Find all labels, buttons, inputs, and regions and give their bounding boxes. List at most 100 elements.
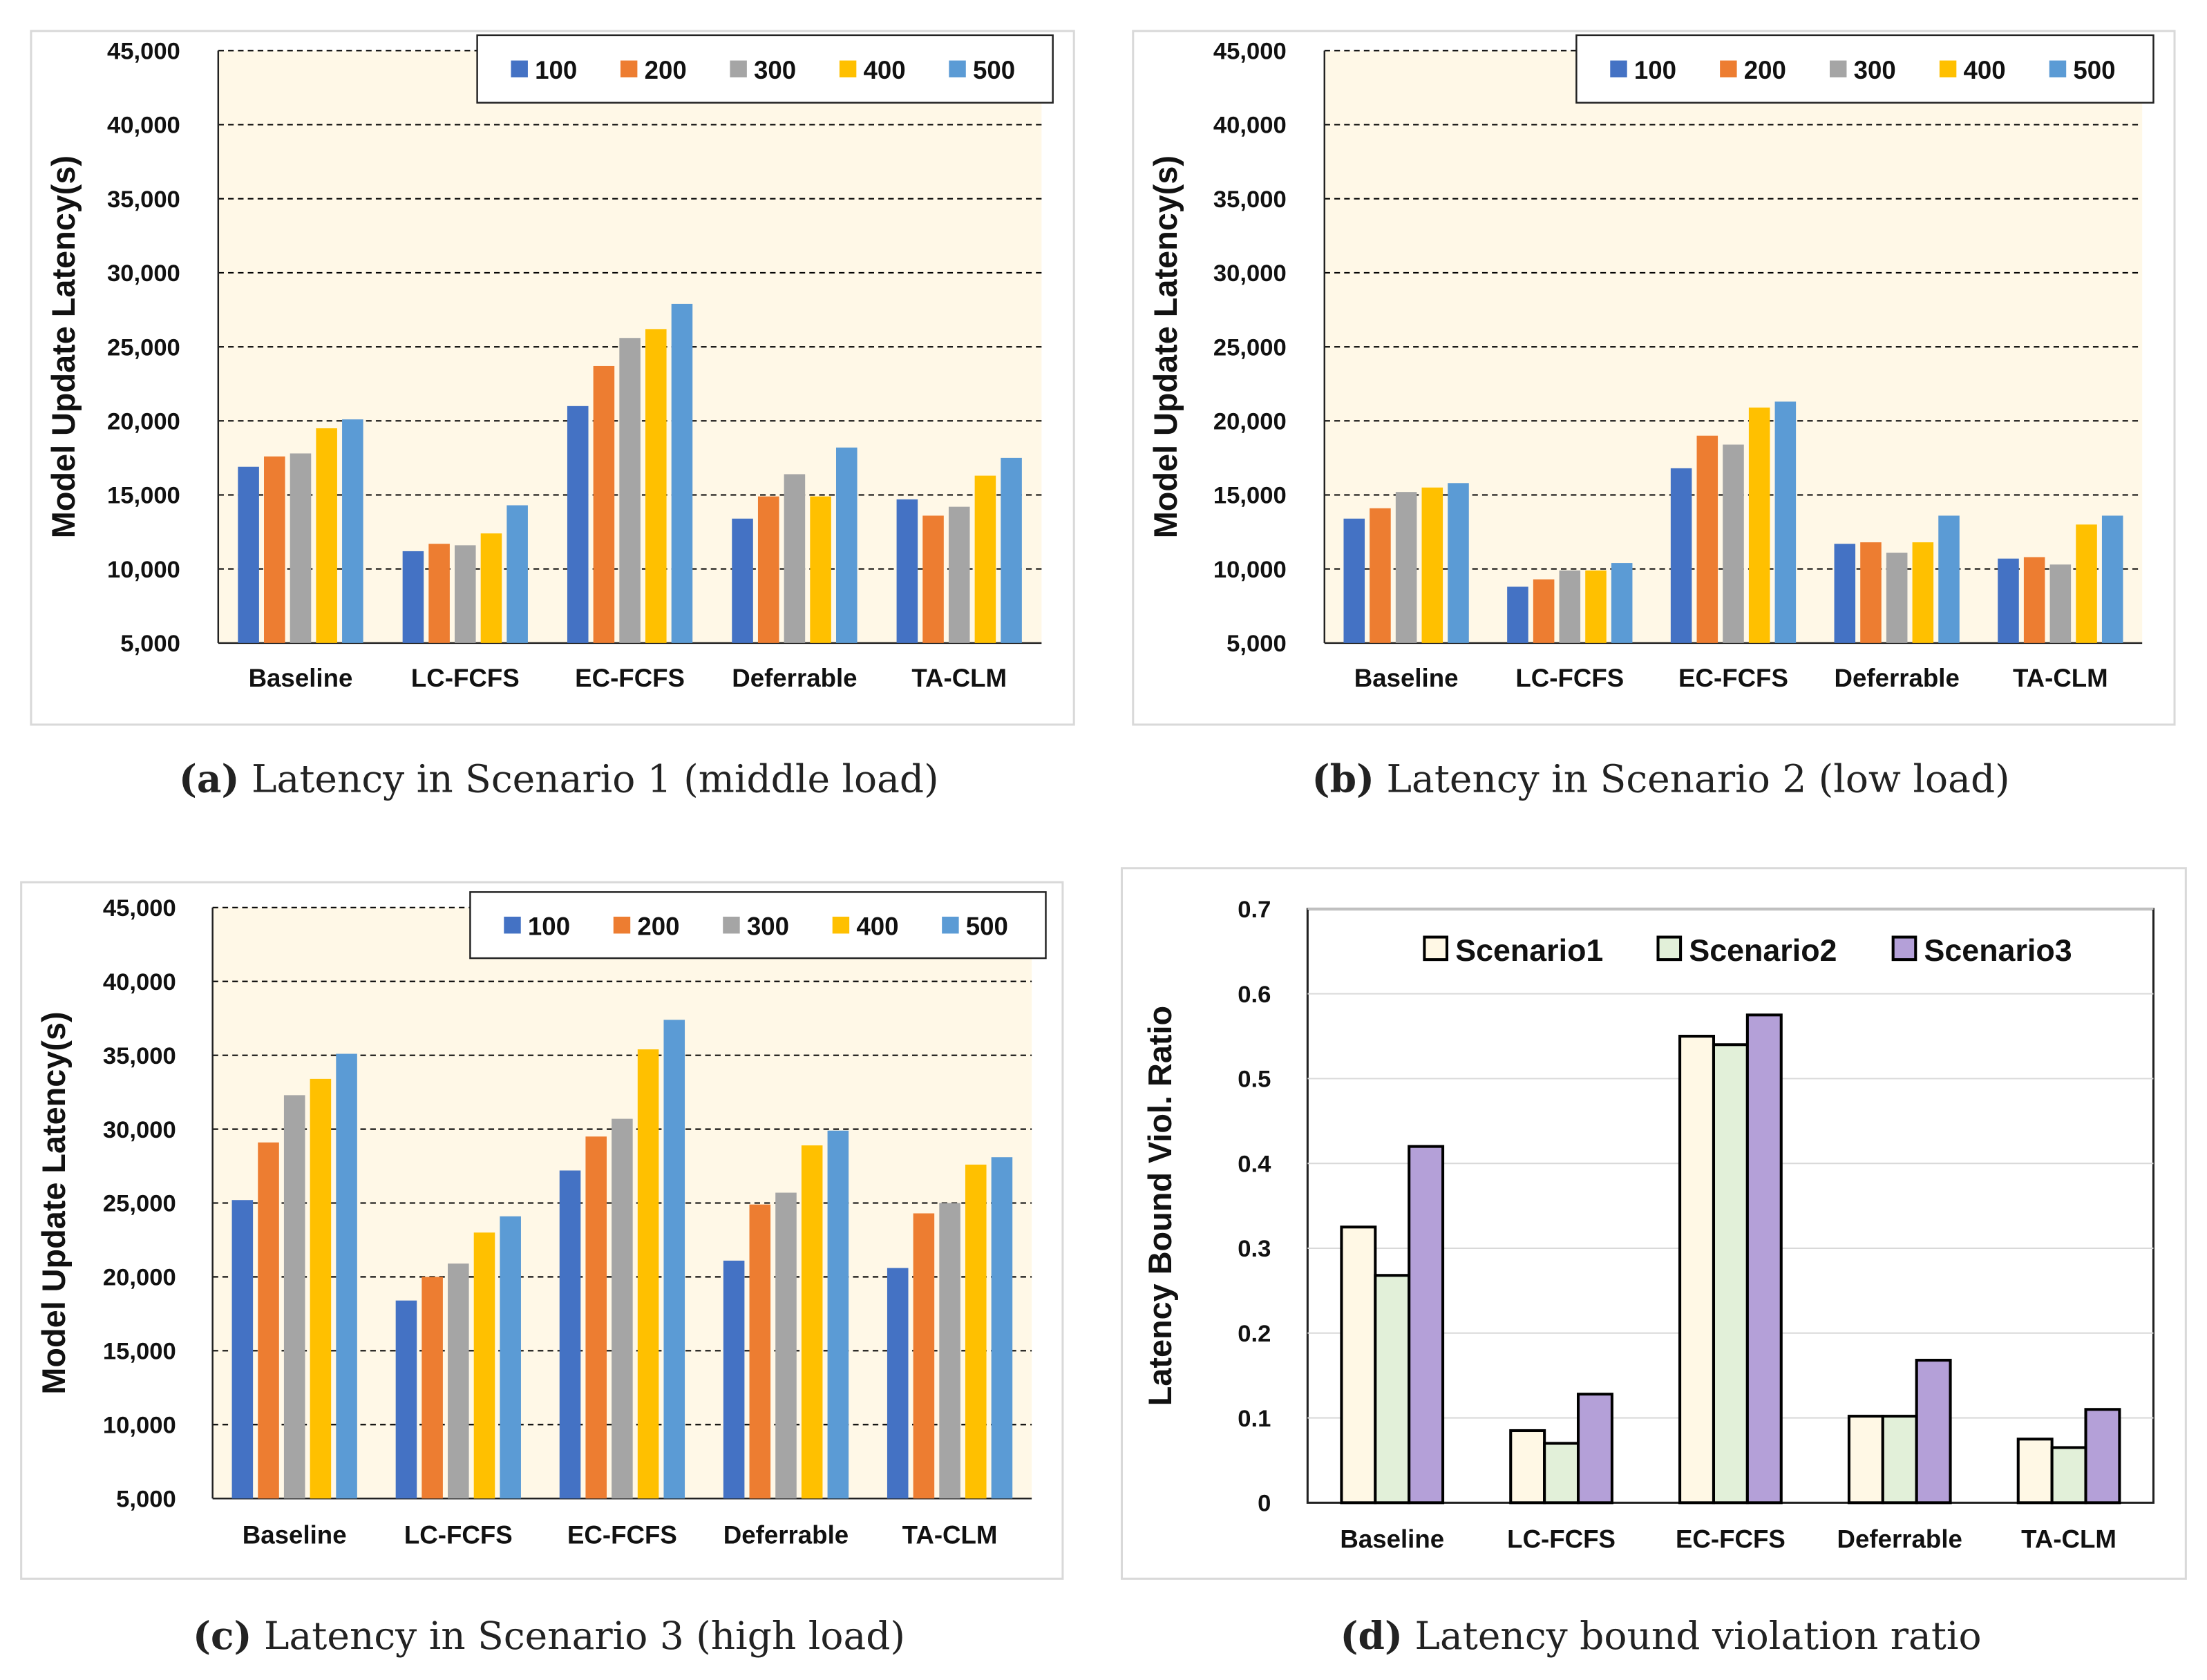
bar-lc-fcfs-500 bbox=[1611, 563, 1633, 643]
caption-space bbox=[252, 1614, 264, 1658]
bar-ta-clm-200 bbox=[2023, 557, 2045, 643]
y-tick-label: 20,000 bbox=[103, 1265, 176, 1291]
bar-baseline-scenario2 bbox=[1374, 1274, 1411, 1505]
legend-label: 200 bbox=[1744, 56, 1786, 84]
caption-space bbox=[1374, 757, 1386, 801]
chart-panel-b: 5,000 10,000 15,000 20,000 25,000 30,000 35,00… bbox=[1132, 30, 2176, 801]
y-axis-title: Model Update Latency(s) bbox=[46, 155, 82, 538]
bar-ec-fcfs-300 bbox=[619, 338, 641, 643]
caption-space bbox=[240, 757, 252, 801]
legend-swatch bbox=[1720, 60, 1737, 78]
x-tick-label: Baseline bbox=[1354, 664, 1459, 692]
bar-ta-clm-300 bbox=[939, 1203, 960, 1499]
legend-swatch bbox=[1830, 60, 1847, 78]
chart-caption: (c) Latency in Scenario 3 (high load) bbox=[193, 1613, 905, 1658]
bar-lc-fcfs-500 bbox=[506, 505, 528, 643]
bar-lc-fcfs-200 bbox=[428, 544, 450, 643]
x-tick-label: Baseline bbox=[243, 1520, 347, 1549]
x-tick-label: LC-FCFS bbox=[1515, 664, 1624, 692]
legend-label: 200 bbox=[645, 56, 687, 84]
bar-deferrable-100 bbox=[723, 1260, 745, 1499]
bar-baseline-300 bbox=[1395, 492, 1417, 643]
x-tick-label: TA-CLM bbox=[2013, 664, 2108, 692]
bar-deferrable-200 bbox=[757, 496, 779, 643]
bar-ec-fcfs-100 bbox=[1670, 468, 1692, 643]
bar-lc-fcfs-100 bbox=[395, 1300, 417, 1499]
bar-ec-fcfs-500 bbox=[1774, 401, 1797, 643]
bar-deferrable-300 bbox=[1886, 553, 1908, 643]
y-tick-label: 5,000 bbox=[1226, 631, 1287, 657]
legend-label: 300 bbox=[747, 912, 789, 940]
y-tick-label: 5,000 bbox=[120, 631, 180, 657]
legend-swatch bbox=[949, 60, 966, 78]
bar-lc-fcfs-200 bbox=[1533, 579, 1555, 643]
bar-baseline-100 bbox=[238, 466, 259, 643]
x-tick-label: Baseline bbox=[249, 664, 353, 692]
chart-caption: (a) Latency in Scenario 1 (middle load) bbox=[179, 756, 939, 801]
y-tick-label: 25,000 bbox=[107, 334, 180, 361]
legend-label: Scenario3 bbox=[1924, 933, 2072, 968]
chart-caption: (d) Latency bound violation ratio bbox=[1341, 1613, 1982, 1658]
x-tick-label: EC-FCFS bbox=[575, 664, 685, 692]
bar-ec-fcfs-300 bbox=[612, 1118, 633, 1499]
bar-ec-fcfs-200 bbox=[593, 365, 615, 643]
x-tick-label: LC-FCFS bbox=[411, 664, 520, 692]
chart-panel-a: 5,000 10,000 15,000 20,000 25,000 30,000 35,00… bbox=[30, 30, 1075, 801]
bar-ec-fcfs-200 bbox=[585, 1136, 607, 1499]
bar-ta-clm-scenario3 bbox=[2084, 1408, 2121, 1505]
x-tick-label: EC-FCFS bbox=[1678, 664, 1788, 692]
legend-label: 100 bbox=[1634, 56, 1676, 84]
bar-ec-fcfs-500 bbox=[663, 1020, 685, 1499]
x-tick-label: LC-FCFS bbox=[404, 1520, 513, 1549]
y-tick-label: 15,000 bbox=[1213, 483, 1287, 509]
bar-ec-fcfs-400 bbox=[1748, 407, 1770, 643]
legend-swatch bbox=[1891, 935, 1917, 962]
y-tick-label: 0.1 bbox=[1238, 1406, 1271, 1432]
bar-lc-fcfs-200 bbox=[421, 1277, 443, 1499]
legend-swatch bbox=[942, 917, 959, 934]
bar-baseline-300 bbox=[290, 453, 312, 643]
bar-baseline-100 bbox=[231, 1200, 254, 1499]
legend-swatch bbox=[620, 60, 638, 78]
bar-deferrable-100 bbox=[732, 518, 753, 643]
y-tick-label: 40,000 bbox=[1213, 113, 1287, 139]
bar-baseline-scenario1 bbox=[1340, 1225, 1377, 1505]
legend-swatch bbox=[1610, 60, 1627, 78]
bar-lc-fcfs-100 bbox=[402, 551, 424, 643]
bar-lc-fcfs-100 bbox=[1507, 586, 1528, 643]
legend-label: Scenario1 bbox=[1455, 933, 1603, 968]
legend-swatch bbox=[2049, 60, 2067, 78]
y-tick-label: 15,000 bbox=[103, 1339, 176, 1365]
legend-label: 200 bbox=[637, 912, 679, 940]
y-tick-label: 35,000 bbox=[103, 1043, 176, 1069]
y-tick-label: 0.7 bbox=[1238, 897, 1271, 923]
bar-baseline-500 bbox=[1448, 483, 1469, 643]
bar-ec-fcfs-scenario3 bbox=[1745, 1013, 1783, 1505]
legend-swatch bbox=[832, 917, 850, 934]
y-tick-label: 25,000 bbox=[1213, 334, 1287, 361]
x-tick-label: Deferrable bbox=[1837, 1525, 1962, 1554]
bar-ec-fcfs-300 bbox=[1723, 444, 1744, 643]
y-tick-label: 15,000 bbox=[107, 483, 180, 509]
y-tick-label: 20,000 bbox=[107, 408, 180, 435]
bar-ta-clm-200 bbox=[913, 1213, 935, 1499]
bar-lc-fcfs-400 bbox=[1585, 570, 1607, 643]
y-tick-label: 45,000 bbox=[107, 39, 180, 65]
y-tick-label: 0 bbox=[1258, 1491, 1271, 1517]
y-tick-label: 45,000 bbox=[103, 895, 176, 922]
legend-label: 400 bbox=[864, 56, 906, 84]
y-tick-label: 25,000 bbox=[103, 1191, 176, 1217]
x-tick-label: LC-FCFS bbox=[1507, 1525, 1616, 1554]
x-tick-label: TA-CLM bbox=[911, 664, 1007, 692]
bar-baseline-500 bbox=[342, 419, 363, 643]
y-tick-label: 0.2 bbox=[1238, 1321, 1271, 1347]
bar-ec-fcfs-scenario2 bbox=[1712, 1043, 1749, 1505]
bar-ec-fcfs-400 bbox=[637, 1049, 659, 1499]
bar-deferrable-scenario1 bbox=[1847, 1415, 1884, 1505]
legend-label: 500 bbox=[2073, 56, 2115, 84]
bar-ec-fcfs-500 bbox=[671, 303, 693, 643]
bar-deferrable-100 bbox=[1834, 544, 1856, 643]
y-tick-label: 35,000 bbox=[1213, 187, 1287, 213]
bar-ta-clm-scenario2 bbox=[2050, 1446, 2087, 1505]
bar-deferrable-300 bbox=[775, 1192, 797, 1499]
